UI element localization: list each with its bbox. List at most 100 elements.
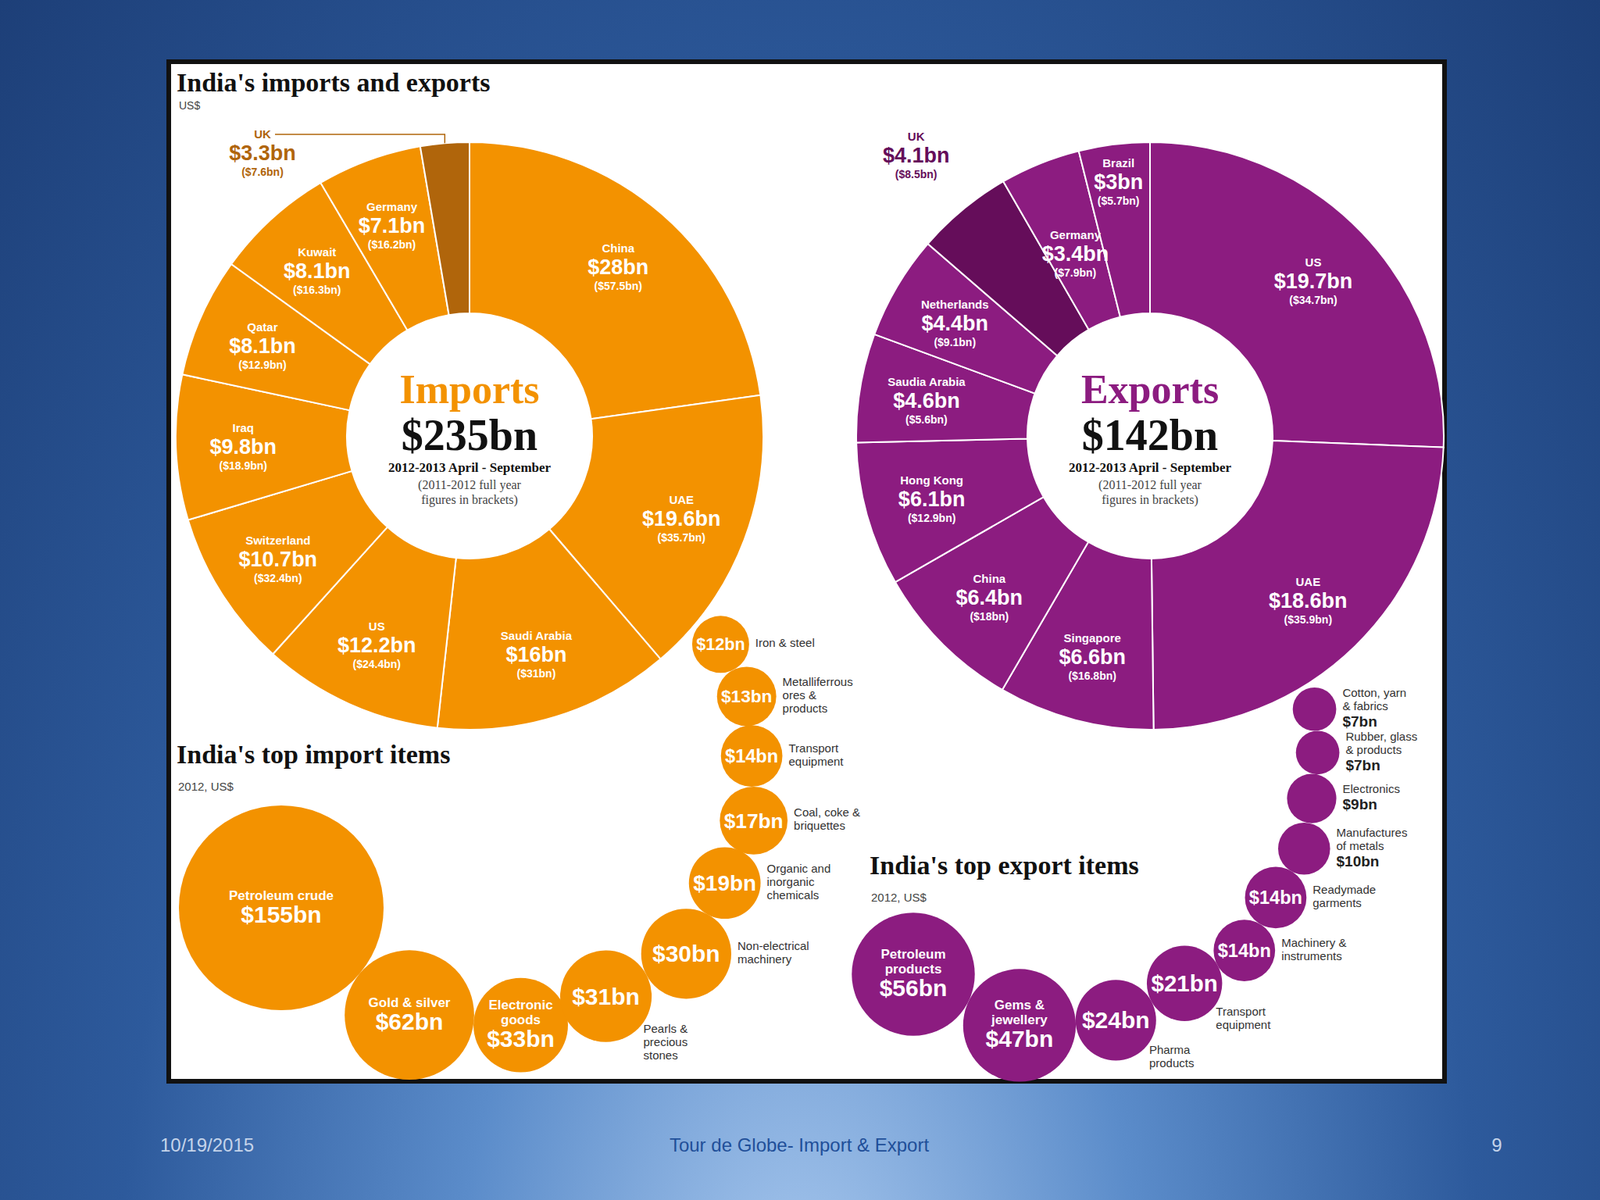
svg-text:briquettes: briquettes (793, 818, 846, 833)
svg-text:Cotton, yarn: Cotton, yarn (1342, 685, 1407, 700)
svg-text:products: products (1149, 1056, 1195, 1070)
svg-text:Non-electrical: Non-electrical (737, 939, 810, 953)
svg-text:Hong Kong: Hong Kong (900, 473, 964, 487)
svg-text:$13bn: $13bn (721, 686, 772, 707)
svg-text:($16.8bn): ($16.8bn) (1067, 669, 1116, 683)
svg-text:2012, US$: 2012, US$ (871, 890, 928, 904)
svg-text:instruments: instruments (1281, 949, 1343, 963)
svg-text:($8.5bn): ($8.5bn) (895, 167, 938, 181)
svg-text:$4.4bn: $4.4bn (921, 311, 989, 336)
svg-text:& products: & products (1345, 742, 1402, 757)
svg-text:($18.9bn): ($18.9bn) (218, 459, 267, 472)
svg-text:$12.2bn: $12.2bn (337, 633, 417, 658)
svg-text:Germany: Germany (1050, 228, 1102, 242)
svg-text:Coal, coke &: Coal, coke & (793, 805, 861, 819)
svg-text:$3.4bn: $3.4bn (1042, 242, 1110, 266)
svg-text:Gems &: Gems & (994, 997, 1045, 1013)
svg-text:($7.6bn): ($7.6bn) (241, 165, 284, 179)
svg-text:$7bn: $7bn (1342, 713, 1377, 730)
svg-text:Iraq: Iraq (232, 421, 254, 435)
svg-text:($32.4bn): ($32.4bn) (253, 571, 302, 585)
svg-text:Machinery &: Machinery & (1281, 935, 1347, 950)
svg-text:$14bn: $14bn (1249, 887, 1303, 908)
svg-text:of metals: of metals (1336, 839, 1385, 853)
svg-text:$12bn: $12bn (696, 634, 746, 654)
svg-text:Brazil: Brazil (1102, 156, 1135, 170)
svg-text:chemicals: chemicals (767, 888, 820, 902)
svg-text:($57.5bn): ($57.5bn) (594, 279, 643, 293)
svg-text:$6.1bn: $6.1bn (898, 487, 966, 511)
svg-text:$6.6bn: $6.6bn (1058, 645, 1126, 669)
svg-text:US$: US$ (178, 99, 200, 112)
svg-text:($24.4bn): ($24.4bn) (353, 657, 401, 671)
svg-text:Organic and: Organic and (767, 861, 832, 875)
svg-text:$3bn: $3bn (1093, 170, 1143, 194)
svg-text:$21bn: $21bn (1151, 970, 1218, 997)
svg-text:($16.2bn): ($16.2bn) (367, 238, 416, 251)
svg-text:$24bn: $24bn (1082, 1007, 1150, 1033)
svg-text:$10.7bn: $10.7bn (239, 547, 318, 572)
svg-text:inorganic: inorganic (767, 875, 815, 889)
svg-text:UK: UK (253, 127, 272, 141)
svg-text:$4.1bn: $4.1bn (882, 143, 950, 168)
svg-text:Qatar: Qatar (246, 320, 278, 334)
svg-text:10/19/2015: 10/19/2015 (160, 1134, 254, 1156)
svg-text:UK: UK (907, 129, 925, 143)
svg-text:Tour de Globe- Import & Export: Tour de Globe- Import & Export (669, 1134, 929, 1156)
svg-text:Exports: Exports (1081, 367, 1219, 412)
svg-text:garments: garments (1312, 896, 1362, 910)
svg-text:($31bn): ($31bn) (517, 667, 557, 680)
svg-text:Saudia Arabia: Saudia Arabia (887, 375, 966, 389)
svg-text:UAE: UAE (668, 492, 694, 507)
svg-text:Metalliferrous: Metalliferrous (782, 675, 854, 689)
svg-text:(2011-2012 full year: (2011-2012 full year (1098, 478, 1202, 493)
svg-text:UAE: UAE (1295, 575, 1321, 589)
svg-text:($12.9bn): ($12.9bn) (238, 358, 286, 372)
svg-text:2012, US$: 2012, US$ (178, 779, 235, 793)
svg-text:figures in brackets): figures in brackets) (1101, 492, 1199, 508)
svg-text:Readymade: Readymade (1312, 882, 1376, 897)
svg-text:equipment: equipment (788, 754, 844, 768)
svg-text:($35.7bn): ($35.7bn) (657, 531, 706, 544)
svg-text:equipment: equipment (1215, 1017, 1272, 1032)
svg-text:Manufactures: Manufactures (1336, 825, 1408, 840)
svg-text:Rubber, glass: Rubber, glass (1345, 729, 1418, 743)
svg-text:machinery: machinery (737, 952, 793, 966)
svg-text:($7.9bn): ($7.9bn) (1054, 266, 1097, 279)
svg-text:$14bn: $14bn (1217, 940, 1272, 961)
svg-text:India's imports and exports: India's imports and exports (176, 67, 490, 97)
svg-text:China: China (601, 241, 635, 255)
svg-text:India's top import items: India's top import items (176, 739, 450, 769)
svg-text:stones: stones (642, 1048, 678, 1062)
svg-text:($5.7bn): ($5.7bn) (1097, 194, 1140, 208)
svg-text:$18.6bn: $18.6bn (1268, 589, 1348, 613)
svg-text:Petroleum: Petroleum (880, 946, 946, 962)
svg-text:Kuwait: Kuwait (297, 245, 336, 259)
svg-text:Transport: Transport (788, 741, 839, 755)
svg-text:($16.3bn): ($16.3bn) (292, 283, 341, 297)
svg-text:$155bn: $155bn (240, 901, 322, 928)
svg-text:$16bn: $16bn (505, 642, 567, 667)
svg-text:($34.7bn): ($34.7bn) (1289, 293, 1337, 307)
svg-text:$7.1bn: $7.1bn (358, 214, 426, 238)
svg-text:$31bn: $31bn (571, 983, 640, 1010)
svg-text:$4.6bn: $4.6bn (892, 389, 961, 413)
svg-text:Iron & steel: Iron & steel (755, 635, 815, 650)
svg-text:$7bn: $7bn (1345, 757, 1380, 774)
svg-text:($5.6bn): ($5.6bn) (905, 413, 948, 426)
svg-text:Pearls &: Pearls & (642, 1021, 688, 1036)
svg-text:Imports: Imports (399, 367, 540, 412)
svg-text:Electronics: Electronics (1342, 782, 1400, 796)
svg-text:9: 9 (1491, 1134, 1502, 1156)
svg-text:$9.8bn: $9.8bn (209, 435, 277, 459)
svg-text:precious: precious (642, 1035, 688, 1049)
svg-text:$33bn: $33bn (486, 1025, 555, 1052)
svg-text:Switzerland: Switzerland (245, 533, 311, 547)
svg-text:(2011-2012 full year: (2011-2012 full year (417, 478, 522, 493)
svg-text:products: products (782, 701, 829, 715)
svg-text:Electronic: Electronic (488, 997, 553, 1013)
svg-text:$19.7bn: $19.7bn (1274, 269, 1354, 293)
svg-text:$142bn: $142bn (1082, 410, 1218, 460)
svg-text:$14bn: $14bn (725, 746, 779, 767)
svg-text:2012-2013 April - September: 2012-2013 April - September (1068, 460, 1233, 475)
